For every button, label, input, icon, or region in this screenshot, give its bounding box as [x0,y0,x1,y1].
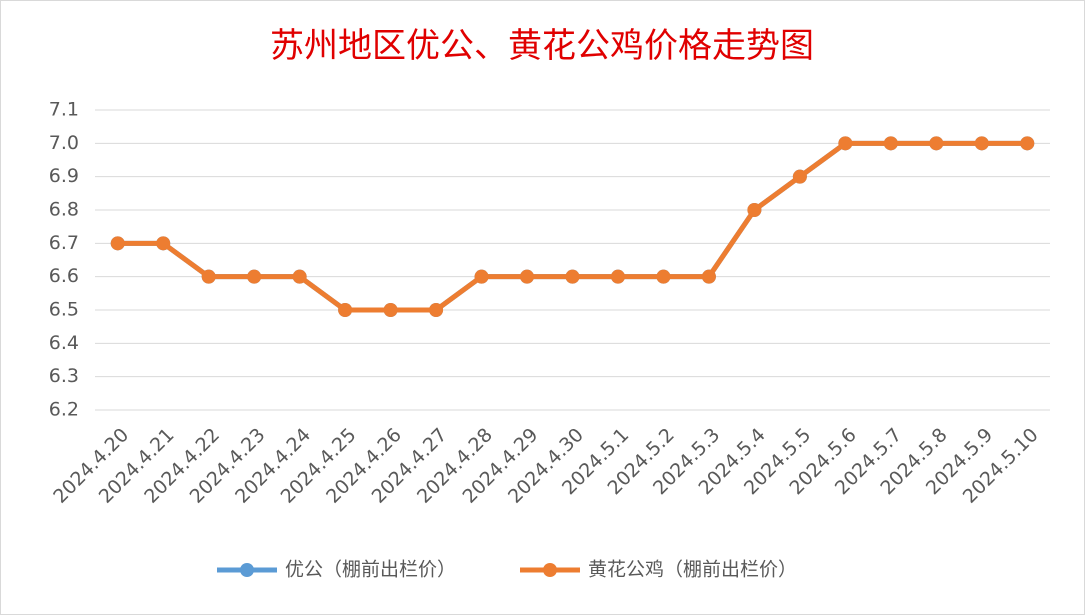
chart-title: 苏州地区优公、黄花公鸡价格走势图 [270,26,814,66]
y-tick-label: 6.9 [49,165,79,187]
data-point [838,136,853,151]
data-point [201,269,216,284]
data-point [156,236,171,251]
data-point [701,269,716,284]
data-point [974,136,989,151]
legend-label: 黄花公鸡（棚前出栏价） [588,559,797,581]
y-tick-label: 6.8 [49,199,79,221]
data-point [247,269,262,284]
data-point [792,169,807,184]
data-point [429,303,444,317]
data-point [520,269,535,284]
y-tick-label: 6.2 [49,399,79,421]
data-point [1020,136,1035,151]
data-point [747,203,762,217]
y-tick-label: 7.1 [49,99,79,121]
data-point [883,136,898,151]
data-point [656,269,671,284]
data-point [929,136,944,151]
data-point [610,269,625,284]
y-tick-label: 6.6 [49,265,79,287]
y-tick-label: 6.3 [49,365,79,387]
data-point [338,303,353,317]
data-point [383,303,398,317]
legend-marker [543,563,557,577]
data-point [110,236,125,251]
y-tick-label: 7.0 [49,132,79,154]
y-tick-label: 6.4 [49,332,79,354]
data-point [474,269,489,284]
data-point [292,269,307,284]
y-tick-label: 6.5 [49,299,79,321]
legend-label: 优公（棚前出栏价） [285,559,456,581]
y-tick-label: 6.7 [49,232,79,254]
data-point [565,269,580,284]
legend-marker [240,563,254,577]
